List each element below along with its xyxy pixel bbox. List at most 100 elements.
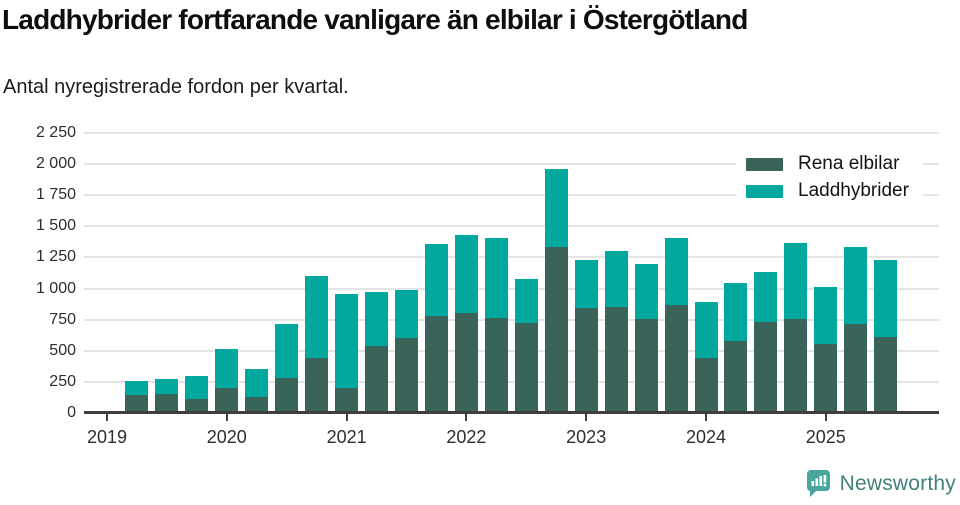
bar-segment-rena-elbilar [125, 394, 149, 413]
gridline [84, 380, 939, 383]
bar-segment-laddhybrider [664, 237, 688, 306]
bar-segment-laddhybrider [784, 243, 808, 320]
bar-segment-laddhybrider [155, 378, 179, 395]
legend-swatch-laddhybrider-icon [746, 184, 783, 198]
bar-segment-laddhybrider [484, 238, 508, 319]
gridline [84, 163, 939, 166]
bar-segment-rena-elbilar [844, 324, 868, 413]
y-axis-tick-label: 2 000 [35, 155, 76, 173]
bar-segment-laddhybrider [335, 293, 359, 389]
bar-segment-laddhybrider [874, 259, 898, 338]
bar-segment-rena-elbilar [784, 319, 808, 413]
bar-segment-laddhybrider [814, 287, 838, 344]
newsworthy-logo: Newsworthy [806, 469, 956, 498]
gridline [84, 256, 939, 259]
bar-segment-laddhybrider [574, 259, 598, 309]
bar-segment-rena-elbilar [454, 312, 478, 413]
bar-segment-rena-elbilar [335, 388, 359, 413]
bar-segment-laddhybrider [754, 272, 778, 323]
bar-segment-rena-elbilar [484, 318, 508, 413]
chart-legend: Rena elbilar Laddhybrider [736, 145, 923, 212]
y-axis-tick-label: 0 [67, 404, 76, 421]
y-axis-tick-label: 1 000 [35, 279, 76, 297]
x-axis-year-label: 2024 [685, 427, 727, 447]
y-axis-tick-label: 1 500 [35, 217, 76, 235]
bar-segment-laddhybrider [305, 276, 329, 359]
bar-segment-rena-elbilar [754, 322, 778, 413]
y-axis-tick-label: 500 [49, 341, 76, 359]
bar-segment-laddhybrider [275, 324, 299, 379]
bar-segment-rena-elbilar [634, 319, 658, 413]
bar-segment-laddhybrider [724, 282, 748, 341]
y-axis-tick-label: 250 [49, 372, 76, 390]
bar-segment-rena-elbilar [185, 399, 209, 413]
bar-segment-rena-elbilar [574, 308, 598, 413]
x-axis-year-label: 2021 [326, 427, 367, 447]
x-axis-tick [106, 414, 108, 421]
x-axis-tick [824, 414, 827, 421]
bar-segment-laddhybrider [604, 250, 628, 308]
x-axis-tick [705, 414, 707, 421]
newsworthy-logo-icon [806, 470, 830, 497]
brand-name: Newsworthy [839, 471, 956, 495]
bar-segment-rena-elbilar [544, 247, 568, 413]
x-axis-tick [345, 414, 348, 421]
bar-segment-rena-elbilar [365, 345, 389, 413]
gridline [84, 318, 939, 321]
y-axis-tick-label: 2 250 [35, 124, 76, 141]
bar-segment-rena-elbilar [694, 357, 718, 413]
bar-segment-laddhybrider [424, 244, 448, 316]
x-axis-year-label: 2022 [446, 427, 487, 447]
chart-title: Laddhybrider fortfarande vanligare än el… [2, 4, 748, 35]
x-axis-tick [585, 414, 588, 421]
x-axis-year-label: 2019 [86, 427, 128, 447]
bar-segment-rena-elbilar [305, 358, 329, 413]
bar-segment-laddhybrider [245, 368, 269, 398]
x-axis-line [84, 411, 939, 414]
bar-segment-rena-elbilar [275, 378, 299, 413]
bar-segment-laddhybrider [544, 169, 568, 248]
bar-segment-laddhybrider [395, 289, 418, 339]
y-axis-tick-label: 1 250 [35, 248, 76, 266]
bar-segment-rena-elbilar [874, 337, 898, 413]
bar-segment-rena-elbilar [395, 338, 418, 413]
bar-segment-rena-elbilar [514, 322, 538, 413]
bar-segment-laddhybrider [125, 380, 149, 395]
legend-label-laddhybrider: Laddhybrider [798, 180, 909, 201]
y-axis-tick-label: 750 [49, 310, 76, 328]
bar-segment-rena-elbilar [155, 394, 179, 413]
x-axis-tick [225, 414, 228, 421]
bar-segment-laddhybrider [215, 348, 239, 389]
legend-item-rena-elbilar: Rena elbilar [746, 153, 909, 175]
bar-segment-laddhybrider [844, 247, 868, 325]
bar-segment-rena-elbilar [215, 388, 239, 413]
gridline [84, 132, 939, 134]
bar-segment-laddhybrider [365, 291, 389, 346]
gridline [84, 194, 939, 197]
bar-segment-laddhybrider [514, 279, 538, 323]
y-axis-tick-label: 1 750 [35, 186, 76, 204]
legend-item-laddhybrider: Laddhybrider [746, 180, 909, 202]
bar-segment-rena-elbilar [724, 340, 748, 413]
bar-segment-laddhybrider [634, 263, 658, 320]
bar-segment-rena-elbilar [664, 305, 688, 413]
legend-swatch-rena-elbilar-icon [746, 157, 783, 171]
gridline [84, 225, 939, 228]
bar-segment-rena-elbilar [814, 343, 838, 413]
bar-segment-laddhybrider [454, 235, 478, 313]
chart-subtitle: Antal nyregistrerade fordon per kvartal. [3, 76, 349, 98]
legend-label-rena-elbilar: Rena elbilar [798, 153, 900, 174]
bar-segment-rena-elbilar [604, 307, 628, 413]
x-axis-year-label: 2025 [805, 427, 846, 447]
bar-segment-laddhybrider [694, 302, 718, 358]
gridline [84, 287, 939, 290]
bar-segment-rena-elbilar [245, 397, 269, 413]
x-axis-year-label: 2023 [566, 427, 607, 447]
x-axis-year-label: 2020 [206, 427, 247, 447]
gridline [84, 349, 939, 352]
bar-segment-rena-elbilar [424, 315, 448, 413]
x-axis-tick [465, 414, 468, 421]
bar-segment-laddhybrider [185, 376, 209, 400]
